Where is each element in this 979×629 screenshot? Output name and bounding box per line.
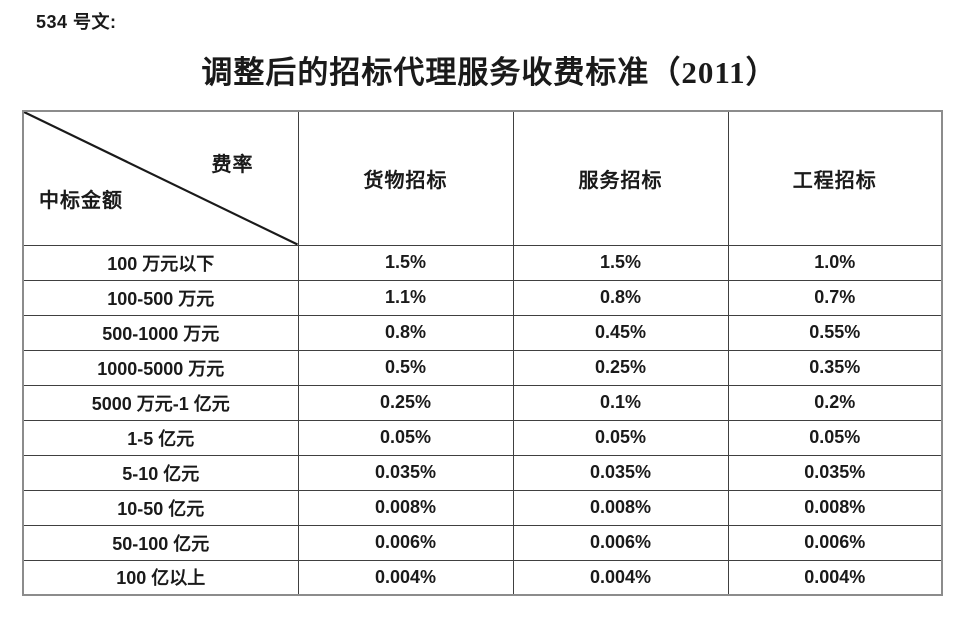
corner-label-amount: 中标金额 xyxy=(39,189,123,212)
fee-value: 0.008% xyxy=(297,489,514,526)
fee-value: 1.5% xyxy=(297,244,514,281)
diagonal-divider-line xyxy=(24,112,298,245)
fee-value: 0.035% xyxy=(512,454,729,491)
fee-value: 0.004% xyxy=(512,559,729,596)
row-label: 50-100 亿元 xyxy=(22,524,299,561)
fee-value: 0.55% xyxy=(727,314,943,351)
fee-value: 0.35% xyxy=(727,349,943,386)
fee-value: 0.05% xyxy=(727,419,943,456)
row-label: 100 亿以上 xyxy=(22,559,299,596)
fee-value: 0.006% xyxy=(512,524,729,561)
page-title: 调整后的招标代理服务收费标准（2011） xyxy=(201,55,778,90)
fee-value: 1.5% xyxy=(512,244,729,281)
fee-value: 0.006% xyxy=(727,524,943,561)
fee-value: 0.05% xyxy=(297,419,514,456)
fee-value: 0.008% xyxy=(512,489,729,526)
fee-value: 0.008% xyxy=(727,489,943,526)
table-row: 100-500 万元 1.1% 0.8% 0.7% xyxy=(22,279,943,316)
table-row: 100 亿以上 0.004% 0.004% 0.004% xyxy=(22,559,943,596)
fee-value: 1.1% xyxy=(297,279,514,316)
fee-value: 1.0% xyxy=(727,244,943,281)
fee-value: 0.25% xyxy=(297,384,514,421)
fee-value: 0.1% xyxy=(512,384,729,421)
fee-value: 0.004% xyxy=(727,559,943,596)
fee-value: 0.7% xyxy=(727,279,943,316)
table-row: 50-100 亿元 0.006% 0.006% 0.006% xyxy=(22,524,943,561)
corner-label-rate: 费率 xyxy=(211,154,254,176)
row-label: 100-500 万元 xyxy=(22,279,299,316)
column-header-goods: 货物招标 xyxy=(297,110,514,246)
table-row: 100 万元以下 1.5% 1.5% 1.0% xyxy=(22,244,943,281)
fee-value: 0.2% xyxy=(727,384,943,421)
fee-value: 0.035% xyxy=(727,454,943,491)
fee-value: 0.004% xyxy=(297,559,514,596)
fee-value: 0.8% xyxy=(297,314,514,351)
corner-header-cell: 费率 中标金额 xyxy=(22,110,299,246)
fee-value: 0.25% xyxy=(512,349,729,386)
fee-value: 0.006% xyxy=(297,524,514,561)
table-header-row: 费率 中标金额 货物招标 服务招标 工程招标 xyxy=(22,110,943,246)
fee-value: 0.8% xyxy=(512,279,729,316)
row-label: 500-1000 万元 xyxy=(22,314,299,351)
row-label: 1000-5000 万元 xyxy=(22,349,299,386)
doc-number: 534 号文: xyxy=(36,12,117,32)
fee-value: 0.45% xyxy=(512,314,729,351)
table-row: 5-10 亿元 0.035% 0.035% 0.035% xyxy=(22,454,943,491)
fee-table: 费率 中标金额 货物招标 服务招标 工程招标 100 万元以下 1.5% 1.5… xyxy=(22,110,943,596)
column-header-services: 服务招标 xyxy=(512,110,729,246)
table-row: 500-1000 万元 0.8% 0.45% 0.55% xyxy=(22,314,943,351)
row-label: 10-50 亿元 xyxy=(22,489,299,526)
fee-value: 0.035% xyxy=(297,454,514,491)
row-label: 5-10 亿元 xyxy=(22,454,299,491)
row-label: 100 万元以下 xyxy=(22,244,299,281)
table-row: 10-50 亿元 0.008% 0.008% 0.008% xyxy=(22,489,943,526)
fee-value: 0.5% xyxy=(297,349,514,386)
table-row: 1000-5000 万元 0.5% 0.25% 0.35% xyxy=(22,349,943,386)
table-row: 1-5 亿元 0.05% 0.05% 0.05% xyxy=(22,419,943,456)
row-label: 5000 万元-1 亿元 xyxy=(22,384,299,421)
column-header-engineering: 工程招标 xyxy=(727,110,943,246)
row-label: 1-5 亿元 xyxy=(22,419,299,456)
table-row: 5000 万元-1 亿元 0.25% 0.1% 0.2% xyxy=(22,384,943,421)
fee-value: 0.05% xyxy=(512,419,729,456)
